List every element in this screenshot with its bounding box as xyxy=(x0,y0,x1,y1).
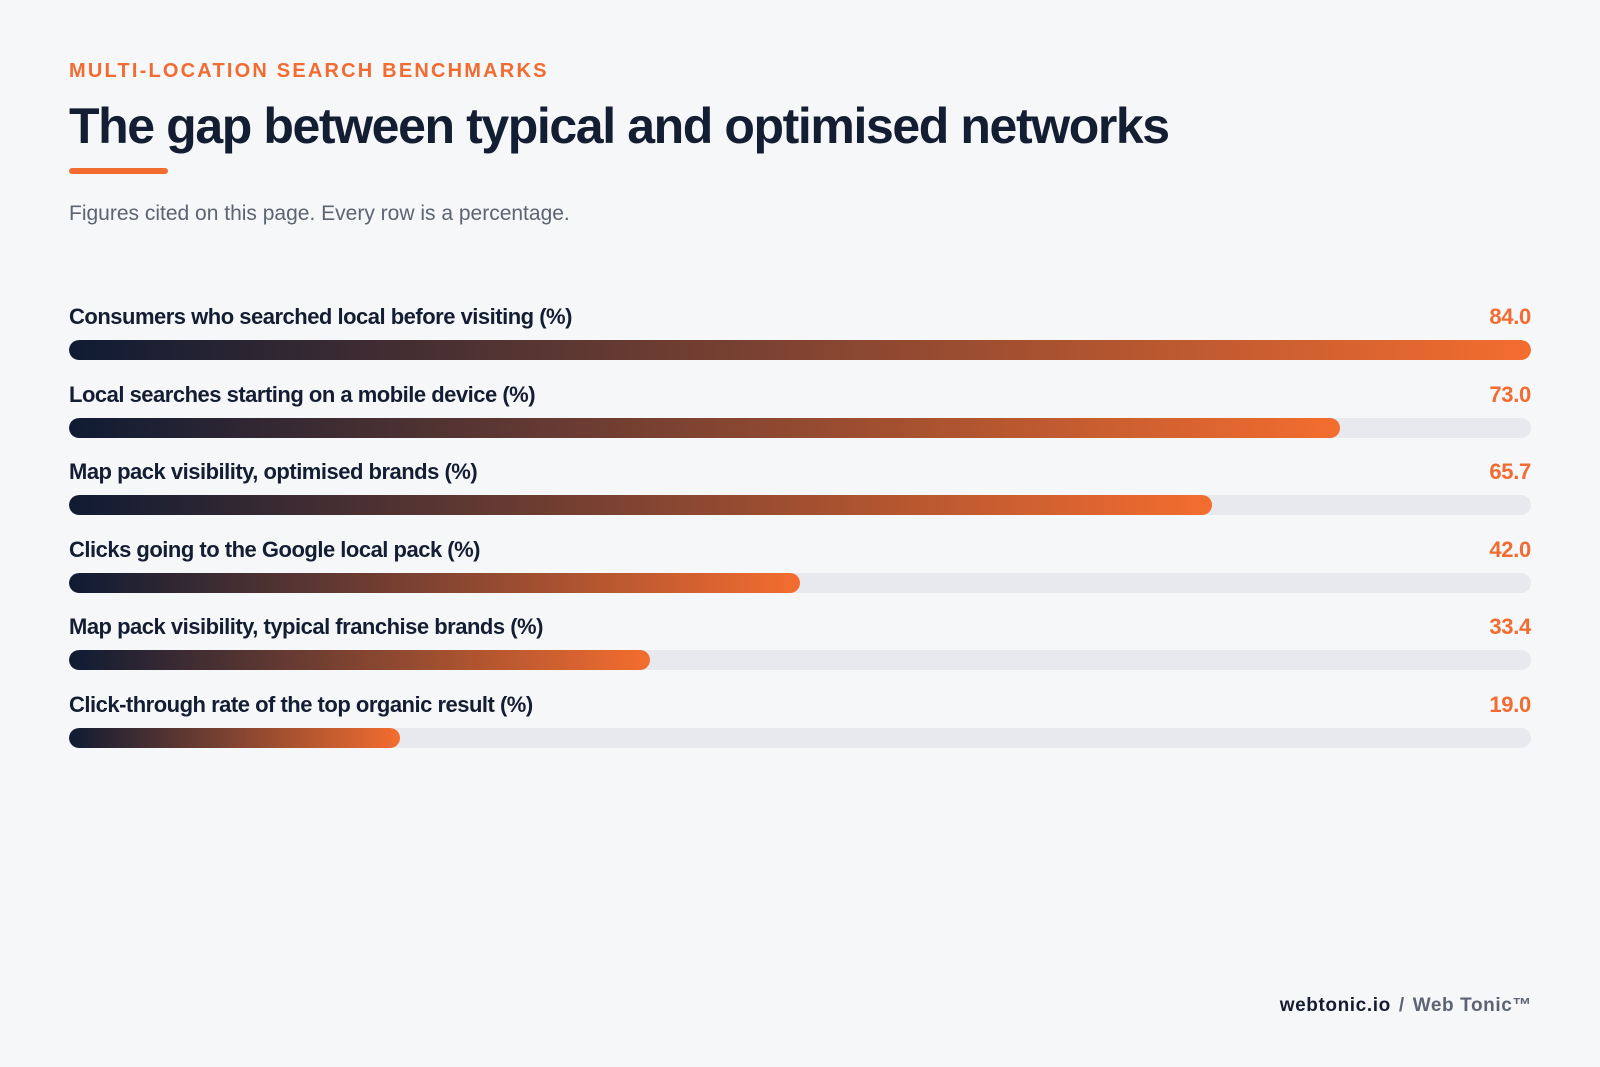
bar xyxy=(69,495,1213,516)
kicker: MULTI-LOCATION SEARCH BENCHMARKS xyxy=(69,60,549,82)
footer-separator: / xyxy=(1398,995,1405,1016)
bar-label: Consumers who searched local before visi… xyxy=(69,304,572,329)
bar xyxy=(69,417,1340,438)
subtitle: Figures cited on this page. Every row is… xyxy=(69,202,570,225)
bar-track xyxy=(69,417,1531,438)
page-title: The gap between typical and optimised ne… xyxy=(69,98,1170,154)
bar-value-label: 33.4 xyxy=(1489,614,1531,640)
bar-row: Click-through rate of the top organic re… xyxy=(69,688,1531,766)
bar-track xyxy=(69,340,1531,360)
bar-row: Consumers who searched local before visi… xyxy=(69,300,1531,378)
bar-label: Click-through rate of the top organic re… xyxy=(69,691,533,717)
bar-row-header: Consumers who searched local before visi… xyxy=(69,300,1531,332)
bar-row: Map pack visibility, typical franchise b… xyxy=(69,610,1531,688)
bar-value-label: 73.0 xyxy=(1489,381,1531,407)
bar-row: Clicks going to the Google local pack (%… xyxy=(69,533,1531,611)
bar xyxy=(69,572,800,593)
bar-label: Clicks going to the Google local pack (%… xyxy=(69,536,481,562)
bar-track xyxy=(69,495,1531,516)
footer: webtonic.io / Web Tonic™ xyxy=(1280,995,1532,1017)
bar-track xyxy=(69,572,1531,593)
bar-track xyxy=(69,650,1531,671)
footer-brand: Web Tonic™ xyxy=(1412,995,1532,1016)
bar-value-label: 42.0 xyxy=(1489,536,1531,562)
bar xyxy=(69,727,400,748)
bar-value-label: 84.0 xyxy=(1489,304,1531,329)
bar-row-header: Local searches starting on a mobile devi… xyxy=(69,378,1531,410)
bar-row: Map pack visibility, optimised brands (%… xyxy=(69,455,1531,533)
bar-chart: Consumers who searched local before visi… xyxy=(69,300,1531,766)
bar-row-header: Map pack visibility, optimised brands (%… xyxy=(69,455,1531,487)
footer-domain: webtonic.io xyxy=(1279,995,1391,1016)
accent-rule xyxy=(69,168,168,174)
bar-row-header: Map pack visibility, typical franchise b… xyxy=(69,610,1531,642)
bar-label: Local searches starting on a mobile devi… xyxy=(69,381,536,407)
bar-track xyxy=(69,727,1531,748)
bar-row: Local searches starting on a mobile devi… xyxy=(69,378,1531,456)
bar xyxy=(69,650,651,671)
bar-value-label: 19.0 xyxy=(1489,691,1531,717)
bar-label: Map pack visibility, optimised brands (%… xyxy=(69,459,478,485)
bar-label: Map pack visibility, typical franchise b… xyxy=(69,614,543,640)
bar-row-header: Clicks going to the Google local pack (%… xyxy=(69,533,1531,565)
bar-value-label: 65.7 xyxy=(1489,459,1531,485)
bar-row-header: Click-through rate of the top organic re… xyxy=(69,688,1531,720)
bar xyxy=(69,340,1531,360)
